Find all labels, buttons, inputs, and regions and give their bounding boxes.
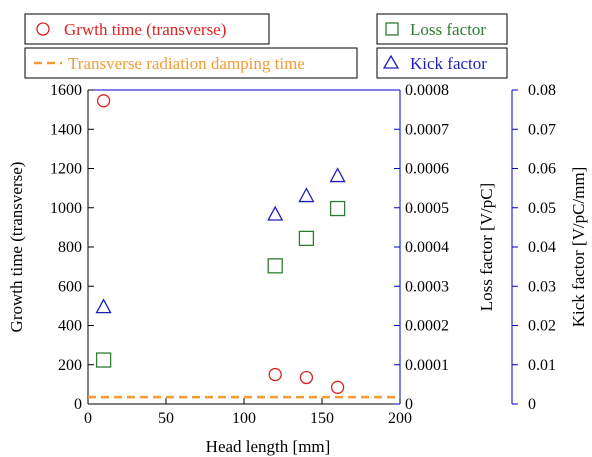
kick-factor-point-1 xyxy=(267,205,284,221)
loss-tick-label-6: 0.0006 xyxy=(405,161,449,178)
kick-factor-axis-label: Kick factor [V/pC/mm] xyxy=(569,167,588,328)
loss-factor-axis-label: Loss factor [V/pC] xyxy=(477,183,496,311)
kick-tick-label-5: 0.05 xyxy=(528,200,556,217)
series-layer xyxy=(88,94,400,399)
kick-tick-label-3: 0.03 xyxy=(528,278,556,295)
x-tick-label-0: 0 xyxy=(84,410,92,427)
growth-time-point-3 xyxy=(330,380,345,394)
legend-label-kick-factor: Kick factor xyxy=(410,54,487,73)
loss-tick-label-3: 0.0003 xyxy=(405,278,449,295)
legend-item-damping-time: Transverse radiation damping time xyxy=(24,47,358,79)
x-tick-label-1: 50 xyxy=(158,410,174,427)
legend-triangle-marker xyxy=(382,54,400,69)
loss-tick-label-4: 0.0004 xyxy=(405,239,449,256)
growth-time-point-0 xyxy=(96,94,111,108)
growth-time-point-1 xyxy=(268,367,282,382)
legend-square-marker xyxy=(385,22,399,36)
legend-item-loss-factor: Loss factor xyxy=(376,13,508,45)
loss-tick-label-1: 0.0001 xyxy=(405,357,449,374)
left-y-axis-label: Growth time (transverse) xyxy=(7,162,26,333)
kick-factor-point-3 xyxy=(329,167,346,183)
loss-tick-label-8: 0.0008 xyxy=(405,82,449,99)
kick-factor-point-0 xyxy=(95,298,112,314)
kick-tick-label-1: 0.01 xyxy=(528,357,556,374)
kick-tick-label-4: 0.04 xyxy=(528,239,556,256)
legend-label-growth-time: Grwth time (transverse) xyxy=(64,20,226,39)
kick-tick-label-6: 0.06 xyxy=(528,161,556,178)
kick-factor-point-2 xyxy=(298,187,315,203)
x-axis-label: Head length [mm] xyxy=(206,437,331,456)
loss-factor-point-3 xyxy=(329,200,346,217)
left-y-axis-ticks: 0 200 400 600 800 1000 1200 1400 1600 xyxy=(50,82,94,413)
kick-tick-label-2: 0.02 xyxy=(528,318,556,335)
left-y-tick-label-1: 200 xyxy=(58,357,82,374)
left-y-tick-label-5: 1000 xyxy=(50,200,82,217)
left-y-tick-label-4: 800 xyxy=(58,239,82,256)
loss-factor-axis-ticks: 0 0.0001 0.0002 0.0003 0.0004 0.0005 0.0006 0.0… xyxy=(394,82,449,413)
left-y-tick-label-3: 600 xyxy=(58,278,82,295)
legend-item-growth-time: Grwth time (transverse) xyxy=(24,13,270,45)
x-axis-ticks: 0 50 100 150 200 xyxy=(84,398,412,427)
x-tick-label-3: 150 xyxy=(310,410,334,427)
left-y-tick-label-6: 1200 xyxy=(50,161,82,178)
loss-factor-point-2 xyxy=(298,230,315,247)
legend-label-damping-time: Transverse radiation damping time xyxy=(68,54,305,73)
legend-circle-marker xyxy=(36,22,50,36)
loss-tick-label-5: 0.0005 xyxy=(405,200,449,217)
x-tick-label-4: 200 xyxy=(388,410,412,427)
legend-label-loss-factor: Loss factor xyxy=(410,20,486,39)
loss-tick-label-0: 0 xyxy=(405,396,413,413)
growth-time-point-2 xyxy=(299,370,314,385)
kick-factor-axis-ticks: 0 0.01 0.02 0.03 0.04 0.05 0.06 0.07 0.08 xyxy=(512,82,556,413)
loss-factor-point-1 xyxy=(267,258,283,274)
legend-item-kick-factor: Kick factor xyxy=(376,47,508,79)
loss-tick-label-7: 0.0007 xyxy=(405,121,449,138)
left-y-tick-label-8: 1600 xyxy=(50,82,82,99)
legend: Grwth time (transverse) Transverse radia… xyxy=(24,13,508,79)
kick-tick-label-7: 0.07 xyxy=(528,121,556,138)
loss-tick-label-2: 0.0002 xyxy=(405,318,449,335)
left-y-tick-label-7: 1400 xyxy=(50,121,82,138)
kick-tick-label-0: 0 xyxy=(528,396,536,413)
kick-tick-label-8: 0.08 xyxy=(528,82,556,99)
loss-factor-point-0 xyxy=(95,352,112,368)
left-y-tick-label-0: 0 xyxy=(74,396,82,413)
x-tick-label-2: 100 xyxy=(232,410,256,427)
left-y-tick-label-2: 400 xyxy=(58,318,82,335)
